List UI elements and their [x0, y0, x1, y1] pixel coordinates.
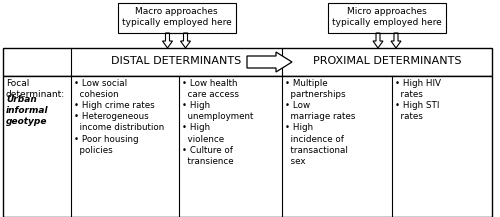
Text: Focal
determinant:: Focal determinant: — [6, 79, 65, 99]
Polygon shape — [391, 33, 401, 48]
Text: Urban
informal
geotype: Urban informal geotype — [6, 95, 48, 126]
Polygon shape — [162, 33, 172, 48]
Polygon shape — [180, 33, 190, 48]
Bar — [118, 3, 236, 33]
Polygon shape — [247, 52, 292, 72]
Bar — [3, 76, 492, 217]
Text: • High HIV
  rates
• High STI
  rates: • High HIV rates • High STI rates — [395, 79, 441, 121]
Bar — [328, 3, 446, 33]
Bar — [3, 48, 492, 76]
Text: Macro approaches
typically employed here: Macro approaches typically employed here — [122, 7, 232, 27]
Text: • Multiple
  partnerships
• Low
  marriage rates
• High
  incidence of
  transac: • Multiple partnerships • Low marriage r… — [285, 79, 356, 166]
Text: Micro approaches
typically employed here: Micro approaches typically employed here — [332, 7, 442, 27]
Polygon shape — [373, 33, 383, 48]
Text: PROXIMAL DETERMINANTS: PROXIMAL DETERMINANTS — [313, 56, 461, 66]
Text: • Low social
  cohesion
• High crime rates
• Heterogeneous
  income distribution: • Low social cohesion • High crime rates… — [74, 79, 164, 155]
Text: • Low health
  care access
• High
  unemployment
• High
  violence
• Culture of
: • Low health care access • High unemploy… — [182, 79, 254, 166]
Text: DISTAL DETERMINANTS: DISTAL DETERMINANTS — [112, 56, 242, 66]
